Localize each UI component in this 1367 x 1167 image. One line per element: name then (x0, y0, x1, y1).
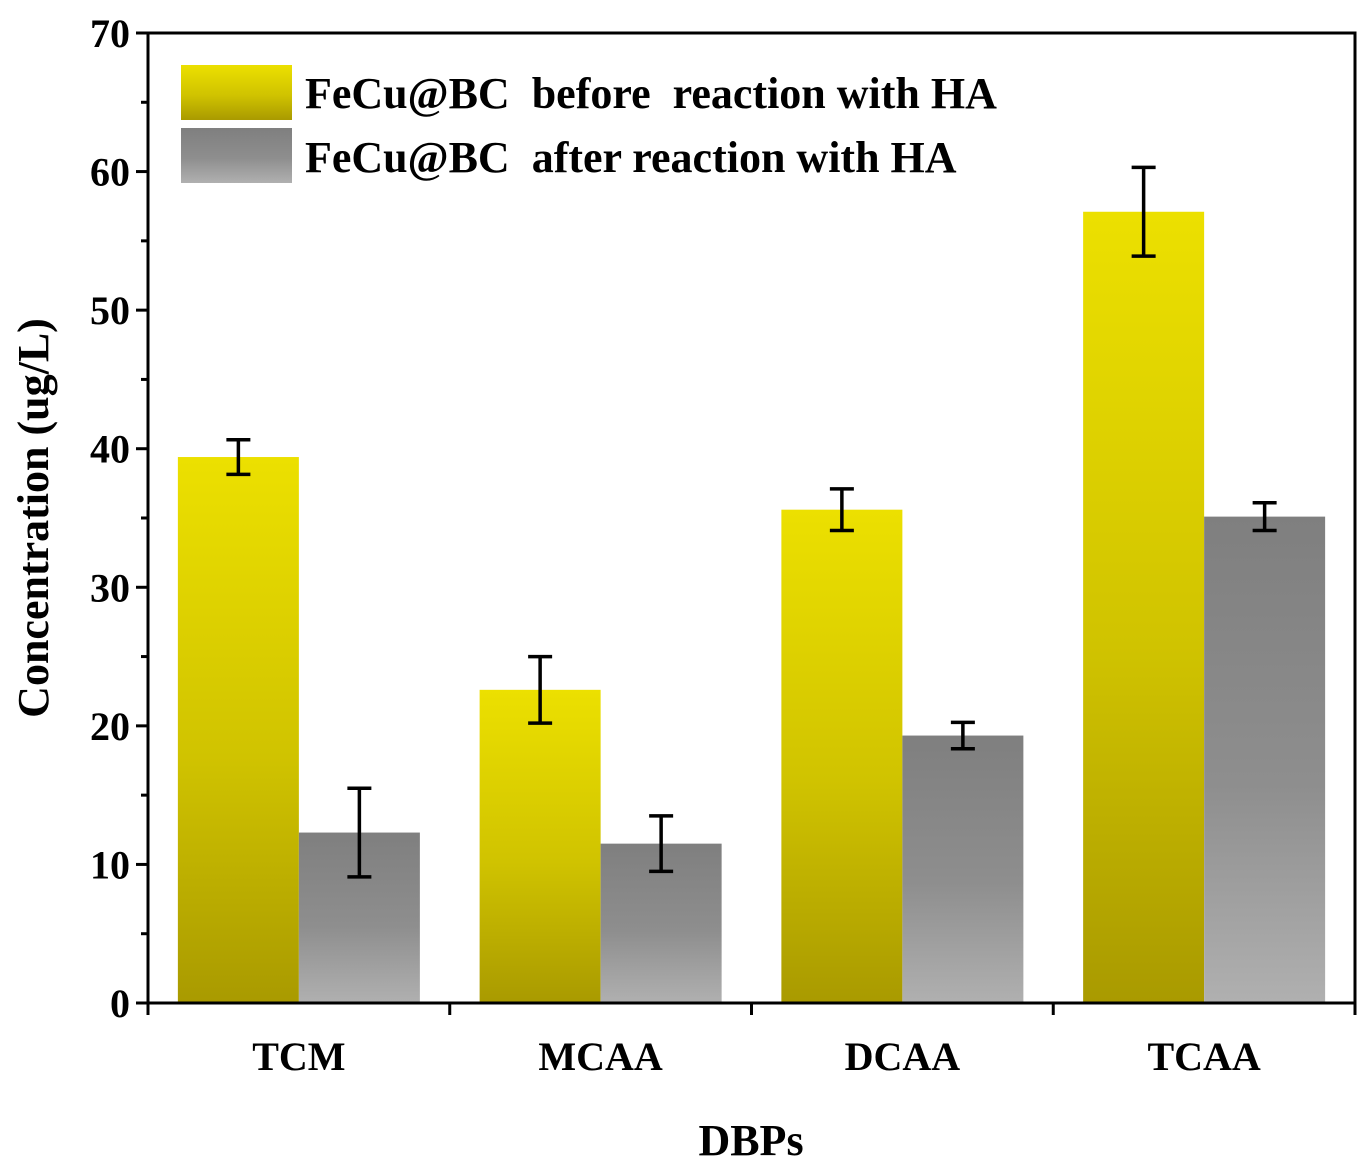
bar-before-mcaa (479, 689, 601, 1003)
bar-before-dcaa (781, 509, 903, 1003)
bars-layer (177, 211, 1326, 1003)
y-tick-label: 30 (90, 565, 130, 610)
bar-after-tcaa (1204, 516, 1326, 1003)
y-tick-label: 60 (90, 150, 130, 195)
legend-label-before: FeCu@BC before reaction with HA (305, 69, 997, 118)
bar-before-tcm (177, 457, 299, 1003)
y-axis-title: Concentration (ug/L) (9, 318, 58, 718)
error-bar-before-mcaa (528, 654, 553, 725)
error-bar-after-dcaa (950, 720, 975, 751)
x-tick-label-tcm: TCM (252, 1034, 345, 1079)
y-axis: 0 10 20 30 40 50 60 70 (90, 11, 148, 1026)
legend-swatch-after (181, 128, 292, 183)
y-tick-label: 70 (90, 11, 130, 56)
x-tick-label-tcaa: TCAA (1147, 1034, 1260, 1079)
error-bar-before-tcaa (1131, 165, 1156, 258)
error-bar-before-dcaa (829, 487, 854, 533)
y-tick-label: 40 (90, 427, 130, 472)
legend-label-after: FeCu@BC after reaction with HA (305, 133, 957, 182)
x-tick-label-dcaa: DCAA (845, 1034, 961, 1079)
y-tick-label: 20 (90, 704, 130, 749)
legend-swatch-before (181, 65, 292, 120)
y-tick-label: 0 (110, 981, 130, 1026)
x-axis: TCM MCAA DCAA TCAA (146, 1003, 1357, 1079)
bar-before-tcaa (1083, 211, 1205, 1003)
legend: FeCu@BC before reaction with HA FeCu@BC … (181, 65, 997, 183)
error-bar-after-tcaa (1252, 501, 1277, 533)
y-tick-label: 10 (90, 842, 130, 887)
error-bar-after-tcm (347, 786, 372, 879)
x-tick-label-mcaa: MCAA (538, 1034, 663, 1079)
y-tick-label: 50 (90, 288, 130, 333)
error-bar-before-tcm (226, 437, 251, 477)
x-axis-title: DBPs (698, 1116, 803, 1165)
error-bar-after-mcaa (649, 814, 674, 874)
error-bars-layer (226, 165, 1277, 879)
bar-after-dcaa (902, 735, 1024, 1003)
